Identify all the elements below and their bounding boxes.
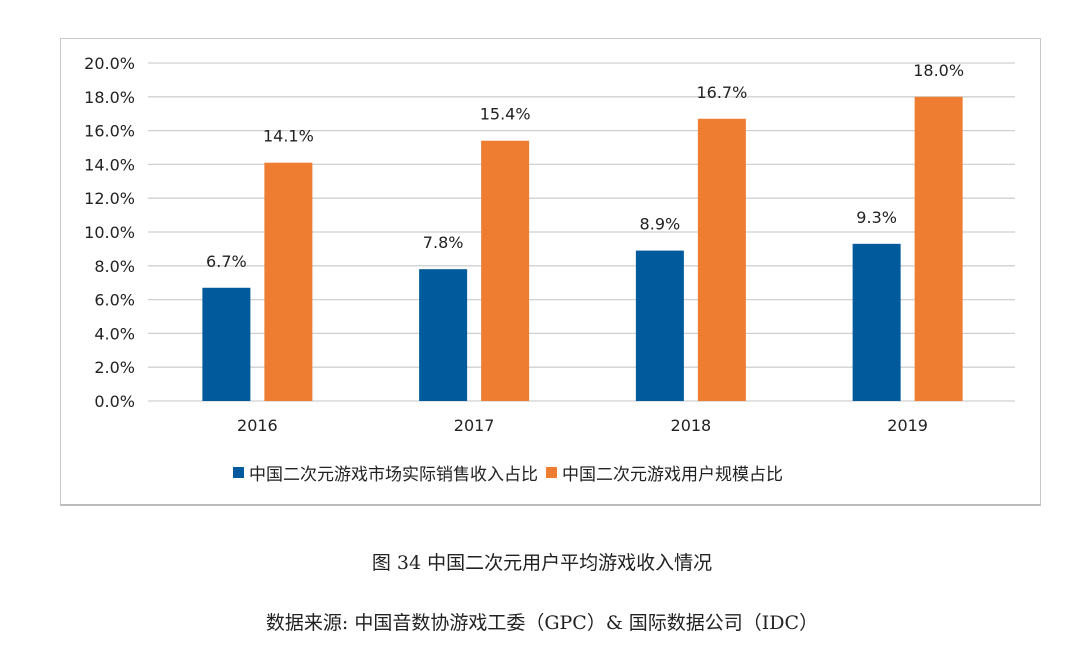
data-label: 8.9% — [640, 215, 681, 234]
bar-users — [697, 118, 746, 402]
bar-users — [481, 140, 530, 402]
y-tick-label: 4.0% — [94, 324, 135, 343]
data-source: 数据来源: 中国音数协游戏工委（GPC）& 国际数据公司（IDC） — [265, 612, 819, 634]
legend-swatch — [546, 467, 557, 478]
data-label: 16.7% — [696, 83, 747, 102]
data-label: 14.1% — [263, 127, 314, 146]
y-tick-label: 16.0% — [84, 122, 135, 141]
y-tick-label: 18.0% — [84, 88, 135, 107]
data-label: 7.8% — [423, 233, 464, 252]
bar-revenue — [419, 269, 468, 401]
data-label: 9.3% — [856, 208, 897, 227]
legend-label: 中国二次元游戏用户规模占比 — [562, 465, 783, 485]
y-tick-label: 20.0% — [84, 54, 135, 73]
data-label: 15.4% — [480, 105, 531, 124]
y-tick-label: 8.0% — [94, 257, 135, 276]
legend-swatch — [233, 467, 244, 478]
y-tick-label: 10.0% — [84, 223, 135, 242]
legend-label: 中国二次元游戏市场实际销售收入占比 — [249, 465, 538, 485]
y-tick-label: 14.0% — [84, 155, 135, 174]
bar-revenue — [202, 287, 251, 401]
x-tick-label: 2019 — [887, 416, 928, 435]
y-tick-label: 2.0% — [94, 358, 135, 377]
chart-frame — [60, 38, 1041, 506]
figure-title: 图 34 中国二次元用户平均游戏收入情况 — [371, 552, 713, 574]
y-tick-label: 0.0% — [94, 392, 135, 411]
data-label: 18.0% — [913, 61, 964, 80]
x-tick-label: 2016 — [237, 416, 278, 435]
bar-users — [914, 96, 963, 402]
y-tick-label: 12.0% — [84, 189, 135, 208]
x-tick-label: 2018 — [671, 416, 712, 435]
bar-revenue — [635, 250, 684, 401]
bar-revenue — [852, 243, 901, 401]
data-label: 6.7% — [206, 252, 247, 271]
x-tick-label: 2017 — [454, 416, 495, 435]
y-tick-label: 6.0% — [94, 291, 135, 310]
bar-users — [264, 162, 313, 401]
